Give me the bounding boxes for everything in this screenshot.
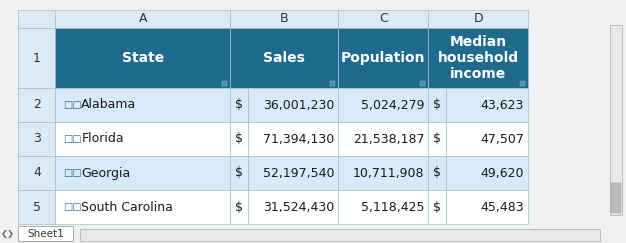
Text: $: $ [235, 98, 244, 112]
Bar [520, 81, 525, 86]
Bar [610, 25, 622, 215]
Text: A: A [138, 12, 147, 26]
Text: Population: Population [341, 51, 426, 65]
Text: $: $ [235, 166, 244, 180]
Bar [55, 190, 230, 224]
Text: $: $ [235, 200, 244, 214]
Bar [446, 156, 528, 190]
Bar [18, 122, 55, 156]
Text: Sales: Sales [264, 51, 305, 65]
Text: State: State [121, 51, 164, 65]
Bar [446, 88, 528, 122]
Bar [428, 10, 528, 28]
Bar [338, 10, 428, 28]
Text: C: C [379, 12, 387, 26]
Bar [420, 81, 425, 86]
Text: 2: 2 [33, 98, 41, 112]
Bar [18, 88, 55, 122]
Bar [55, 28, 230, 88]
Bar [428, 88, 446, 122]
Bar [338, 88, 428, 122]
Text: Florida: Florida [81, 132, 124, 146]
Text: ❮: ❮ [1, 228, 8, 237]
Text: Georgia: Georgia [81, 166, 131, 180]
Bar [446, 122, 528, 156]
Bar [338, 122, 428, 156]
Bar [249, 190, 338, 224]
Text: □□: □□ [63, 134, 82, 144]
Text: ❯: ❯ [7, 228, 14, 237]
Bar [55, 156, 230, 190]
Text: 49,620: 49,620 [481, 166, 524, 180]
Text: 52,197,540: 52,197,540 [263, 166, 334, 180]
Bar [338, 190, 428, 224]
Text: 3: 3 [33, 132, 41, 146]
Bar [18, 226, 73, 241]
Bar [18, 28, 55, 88]
Bar [428, 28, 528, 88]
Bar [230, 10, 338, 28]
Text: Sheet1: Sheet1 [27, 228, 64, 238]
Bar [18, 190, 55, 224]
Text: 31,524,430: 31,524,430 [263, 200, 334, 214]
Bar [18, 10, 55, 28]
Text: □□: □□ [63, 202, 82, 212]
Bar [230, 28, 338, 88]
Text: $: $ [433, 166, 441, 180]
Text: $: $ [433, 98, 441, 112]
Bar [55, 122, 230, 156]
Bar [230, 190, 249, 224]
Bar [249, 122, 338, 156]
Text: 43,623: 43,623 [481, 98, 524, 112]
Text: 5: 5 [33, 200, 41, 214]
Text: Median
household
income: Median household income [438, 35, 519, 81]
Text: $: $ [433, 200, 441, 214]
Text: D: D [473, 12, 483, 26]
Bar [222, 81, 227, 86]
Bar [230, 88, 249, 122]
Bar [55, 10, 230, 28]
Bar [338, 156, 428, 190]
Text: 1: 1 [33, 52, 41, 64]
Bar [428, 156, 446, 190]
Text: B: B [280, 12, 289, 26]
Text: 45,483: 45,483 [480, 200, 524, 214]
Bar [446, 190, 528, 224]
Text: Alabama: Alabama [81, 98, 136, 112]
Text: 47,507: 47,507 [480, 132, 524, 146]
Bar [428, 122, 446, 156]
Bar [18, 156, 55, 190]
Bar [428, 190, 446, 224]
Text: $: $ [235, 132, 244, 146]
Bar [249, 88, 338, 122]
Bar [249, 156, 338, 190]
Bar [55, 88, 230, 122]
Text: 36,001,230: 36,001,230 [263, 98, 334, 112]
Bar [230, 156, 249, 190]
Bar [611, 183, 621, 213]
Text: 10,711,908: 10,711,908 [352, 166, 424, 180]
Text: $: $ [433, 132, 441, 146]
Text: □□: □□ [63, 100, 82, 110]
Bar [80, 229, 600, 241]
Text: 5,118,425: 5,118,425 [361, 200, 424, 214]
Text: South Carolina: South Carolina [81, 200, 173, 214]
Text: 5,024,279: 5,024,279 [361, 98, 424, 112]
Bar [330, 81, 335, 86]
Text: 21,538,187: 21,538,187 [352, 132, 424, 146]
Text: □□: □□ [63, 168, 82, 178]
Bar [338, 28, 428, 88]
Text: 71,394,130: 71,394,130 [263, 132, 334, 146]
Bar [230, 122, 249, 156]
Text: 4: 4 [33, 166, 41, 180]
